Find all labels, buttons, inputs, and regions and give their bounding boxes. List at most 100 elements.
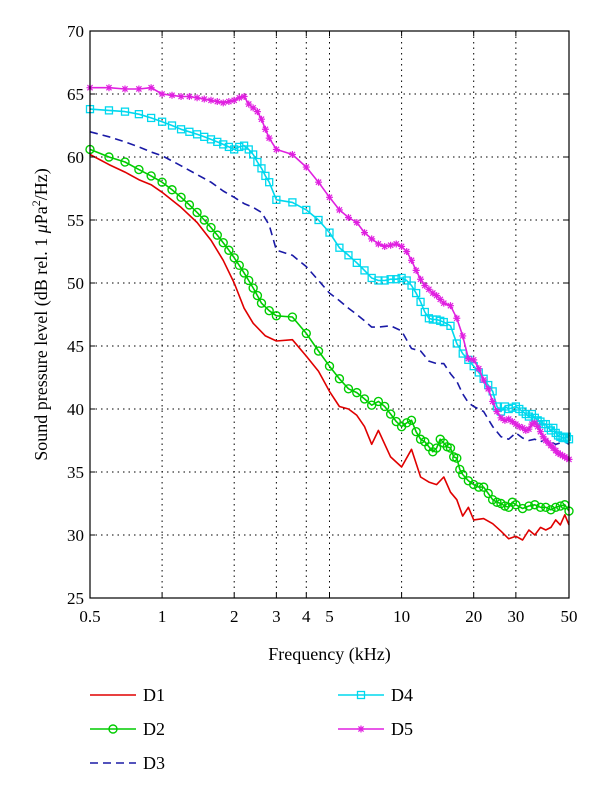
series-d5-point: [429, 289, 437, 297]
series-d2-point: [359, 394, 370, 404]
series-d2-point: [474, 482, 484, 492]
series-d4-point: [536, 417, 545, 426]
series-d5-point: [425, 285, 433, 293]
series-d2-point: [468, 479, 479, 490]
series-d5-point: [344, 213, 352, 221]
legend-label-d5: D5: [391, 719, 413, 739]
ticks: 0.5 1 2 3 4 5 10 20 30 50 25 30 35 40 45 50 55 60 65 70: [67, 22, 578, 626]
series-d5-point: [493, 408, 501, 416]
series-layer: [85, 84, 574, 541]
series-d5-point: [177, 93, 185, 101]
series-d2-point: [373, 396, 384, 407]
legend-marker-d2: [108, 724, 118, 734]
series-d5-point: [200, 95, 208, 103]
series-d4-point: [411, 288, 421, 298]
series-d4-point: [416, 297, 425, 307]
legend-label-d4: D4: [391, 685, 413, 705]
series-d4-point: [288, 198, 297, 207]
series-d2-point: [546, 505, 556, 515]
series-d5-point: [453, 314, 461, 322]
series-d2-point: [313, 346, 324, 356]
series-d5-point: [219, 99, 227, 107]
series-d4-point: [446, 321, 455, 330]
x-tick-label: 20: [465, 607, 482, 626]
series-d5-point: [421, 282, 429, 290]
series-d2-point: [517, 503, 528, 514]
series-d5-point: [398, 242, 406, 250]
series-d5-point: [245, 100, 253, 108]
series-d2-point: [206, 222, 216, 233]
series-d4-point: [213, 137, 222, 147]
series-d5-point: [265, 134, 273, 142]
series-d5-point: [240, 93, 248, 101]
series-d4-point: [104, 106, 114, 115]
series-d5-point: [484, 385, 492, 393]
series-d4-point: [120, 107, 130, 116]
series-d5-point: [561, 453, 569, 461]
legend-item-d1: D1: [90, 685, 165, 705]
x-tick-label: 0.5: [79, 607, 100, 626]
series-d5-point: [121, 85, 129, 93]
series-d5-point: [556, 450, 564, 458]
series-d4-point: [185, 127, 194, 136]
y-tick-label: 55: [67, 211, 84, 230]
series-d4-point: [335, 243, 344, 252]
series-d5-point: [512, 420, 520, 428]
series-d2-point: [541, 502, 551, 512]
series-d2-point: [229, 253, 239, 263]
series-d2-point: [120, 157, 130, 167]
series-d2-point: [483, 488, 493, 499]
series-d4-point: [244, 145, 253, 154]
series-d2-point: [184, 200, 195, 210]
x-tick-label: 2: [230, 607, 239, 626]
series-d5-point: [446, 302, 454, 310]
series-d2-point: [239, 268, 249, 278]
series-d2-point: [192, 207, 202, 218]
x-tick-label: 10: [393, 607, 410, 626]
series-d2-point: [555, 501, 566, 511]
series-d2-point: [343, 384, 354, 394]
series-d5-point: [515, 423, 523, 431]
series-d2-point: [224, 245, 234, 255]
legend-item-d2: D2: [90, 719, 165, 739]
series-d2-point: [406, 415, 417, 426]
series-d4-point: [219, 140, 228, 149]
legend-marker-d5: [357, 725, 365, 733]
series-d2-point: [478, 482, 489, 492]
series-d2-point: [551, 502, 561, 512]
series-d2-point: [492, 497, 502, 507]
y-tick-label: 70: [67, 22, 84, 41]
series-d2-point: [244, 275, 254, 286]
series-d5-point: [168, 91, 176, 99]
gridlines: [90, 31, 569, 598]
series-d4-point: [314, 215, 323, 225]
series-d4-point: [272, 195, 281, 204]
legend-item-d3: D3: [90, 753, 165, 773]
x-tick-label: 3: [272, 607, 281, 626]
series-d2-point: [535, 502, 546, 512]
series-d4-point: [397, 273, 406, 283]
series-d2-point: [104, 152, 114, 162]
series-d2-point: [391, 416, 401, 427]
series-d2-point: [401, 418, 412, 428]
series-d4-point: [544, 423, 553, 433]
series-d5-point: [288, 150, 296, 158]
series-d5-point: [374, 240, 382, 248]
legend-item-d5: D5: [338, 719, 413, 739]
series-d5-point: [272, 145, 280, 153]
series-d5-point: [417, 275, 425, 283]
x-axis-label: Frequency (kHz): [268, 644, 390, 665]
series-d2: [85, 144, 574, 516]
series-d5-point: [225, 98, 233, 106]
y-tick-label: 35: [67, 463, 84, 482]
series-d4-point: [325, 228, 334, 237]
series-d5-point: [554, 449, 562, 457]
y-tick-label: 40: [67, 400, 84, 419]
series-d2-point: [431, 443, 442, 453]
series-d2-point: [264, 306, 274, 316]
series-d4-point: [167, 121, 177, 130]
series-d2-point: [458, 469, 468, 480]
series-d5-point: [230, 96, 238, 104]
series-d5-point: [335, 206, 343, 214]
